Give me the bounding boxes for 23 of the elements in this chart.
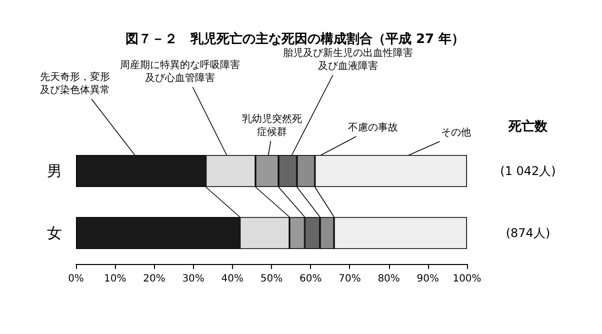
text: (1 042人) (500, 164, 556, 178)
x-tick-label: 80% (378, 274, 400, 284)
x-tick-label: 40% (221, 274, 244, 284)
x-tick-label: 20% (143, 274, 166, 284)
text: 死亡数 (508, 118, 548, 134)
text: (874人) (506, 226, 550, 240)
text: 周産期に特異的な呼吸障害及び心血管障害 (120, 59, 240, 84)
x-tick-label: 70% (338, 274, 361, 284)
text: 乳幼児突然死症候群 (242, 113, 302, 138)
text: 胎児及び新生児の出血性障害及び血液障害 (283, 47, 413, 72)
y-tick-label: 女 (47, 224, 62, 242)
x-tick-label: 100% (452, 274, 482, 284)
chart-title: 図７－２ 乳児死亡の主な死因の構成割合（平成 27 年） (125, 31, 465, 47)
x-tick-label: 10% (104, 274, 126, 284)
x-tick-label: 50% (260, 274, 283, 284)
text: 先天奇形，変形及び染色体異常 (40, 71, 110, 96)
x-tick-label: 30% (182, 274, 204, 284)
series-label: その他 (441, 126, 471, 138)
x-tick-label: 90% (416, 274, 440, 284)
y-tick-label: 男 (47, 162, 62, 180)
x-tick-label: 0% (68, 274, 84, 284)
x-tick-label: 60% (299, 274, 322, 284)
text: 不慮の事故 (348, 122, 398, 134)
